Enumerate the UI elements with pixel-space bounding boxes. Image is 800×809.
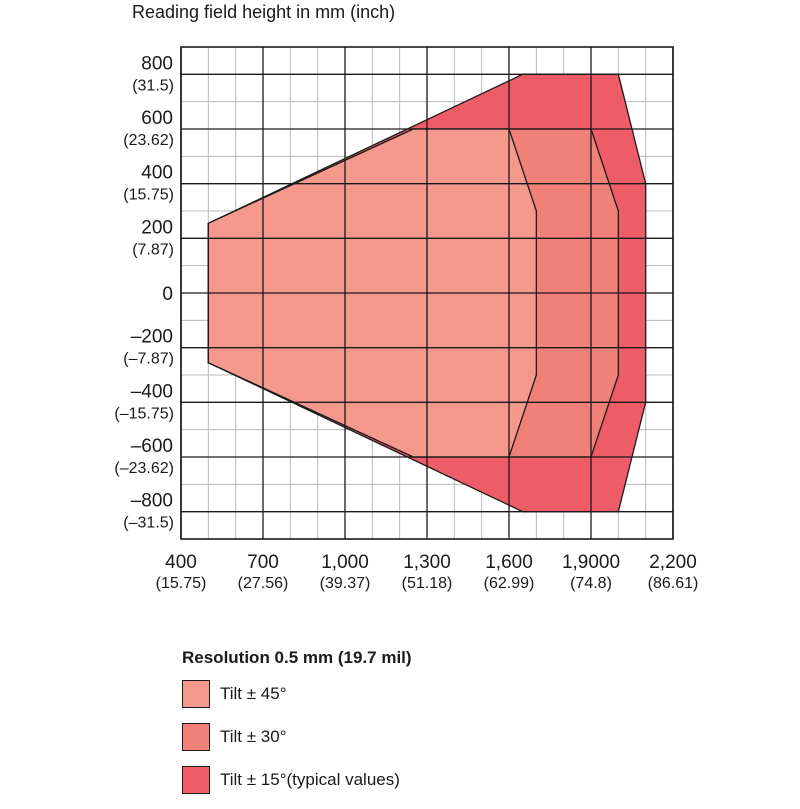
y-tick-sublabel: (–7.87): [123, 351, 174, 368]
legend-title: Resolution 0.5 mm (19.7 mil): [182, 648, 412, 667]
legend-item-tilt-45: Tilt ± 45°: [182, 680, 412, 708]
legend-swatch-tilt-45: [182, 680, 210, 708]
legend-label: Tilt ± 45°: [220, 684, 287, 703]
legend-label: Tilt ± 15°(typical values): [220, 770, 400, 789]
y-tick-sublabel: (31.5): [132, 77, 174, 94]
legend-swatch-tilt-15: [182, 766, 210, 794]
y-tick-label: –800: [131, 491, 173, 512]
y-tick-label: 0: [162, 284, 173, 305]
x-tick-sublabel: (39.37): [320, 575, 371, 592]
legend-swatch-tilt-30: [182, 723, 210, 751]
reading-field-chart: 800 (31.5) 600 (23.62) 400 (15.75) 200 (7.87) 0 –…: [114, 46, 699, 592]
y-tick-sublabel: (15.75): [123, 187, 174, 204]
x-tick-sublabel: (27.56): [238, 575, 289, 592]
legend-item-tilt-30: Tilt ± 30°: [182, 723, 412, 751]
x-tick-sublabel: (86.61): [648, 575, 699, 592]
legend-label: Tilt ± 30°: [220, 727, 287, 746]
x-tick-label: 1,000: [321, 552, 369, 573]
y-tick-label: 800: [141, 53, 173, 74]
y-tick-label: 600: [141, 108, 173, 129]
y-tick-sublabel: (–23.62): [114, 460, 174, 477]
legend: Resolution 0.5 mm (19.7 mil) Tilt ± 45° …: [182, 648, 412, 809]
y-tick-sublabel: (23.62): [123, 132, 174, 149]
x-tick-sublabel: (74.8): [570, 575, 612, 592]
legend-item-tilt-15: Tilt ± 15°(typical values): [182, 766, 412, 794]
y-tick-label: 400: [141, 163, 173, 184]
x-tick-sublabel: (51.18): [402, 575, 453, 592]
x-tick-sublabel: (15.75): [156, 575, 207, 592]
x-tick-label: 1,600: [485, 552, 533, 573]
y-tick-label: –600: [131, 436, 173, 457]
y-axis-title: Reading field height in mm (inch): [132, 2, 396, 22]
y-tick-label: –200: [131, 327, 173, 348]
y-tick-label: 200: [141, 217, 173, 238]
y-tick-sublabel: (7.87): [132, 241, 174, 258]
x-tick-label: 400: [165, 552, 197, 573]
y-tick-sublabel: (–15.75): [114, 405, 174, 422]
x-tick-label: 1,300: [403, 552, 451, 573]
x-tick-label: 700: [247, 552, 279, 573]
x-tick-sublabel: (62.99): [484, 575, 535, 592]
x-tick-label: 2,200: [649, 552, 697, 573]
x-tick-label: 1,9000: [562, 552, 620, 573]
plot-frame: [180, 46, 674, 540]
y-tick-sublabel: (–31.5): [123, 515, 174, 532]
y-tick-label: –400: [131, 381, 173, 402]
